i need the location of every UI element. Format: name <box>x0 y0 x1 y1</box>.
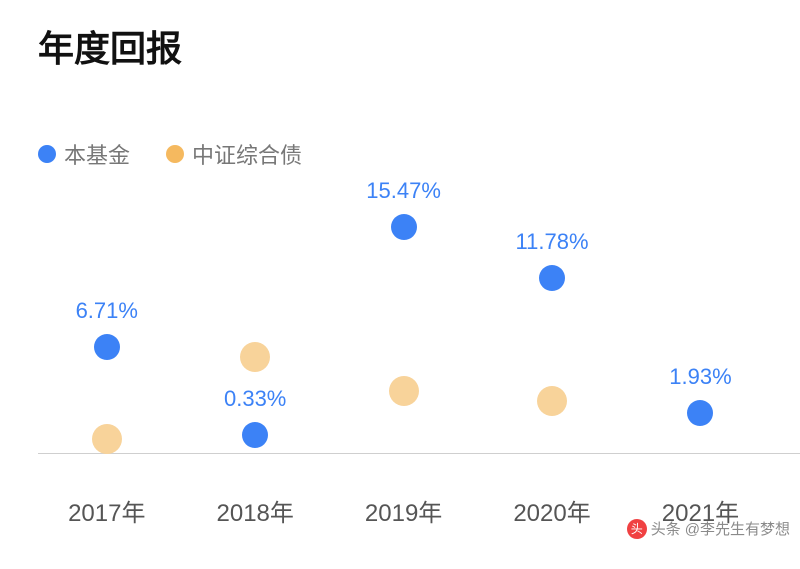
watermark-prefix: 头条 <box>651 518 681 539</box>
ref-point <box>92 424 122 454</box>
main-point <box>242 422 268 448</box>
value-label: 6.71% <box>76 298 138 324</box>
x-axis-label: 2018年 <box>216 493 293 528</box>
legend-item-main: 本基金 <box>38 138 130 170</box>
value-label: 0.33% <box>224 386 286 412</box>
main-point <box>539 265 565 291</box>
chart-baseline <box>38 453 800 454</box>
value-label: 11.78% <box>516 229 589 255</box>
ref-point <box>240 342 270 372</box>
main-point <box>94 334 120 360</box>
main-point <box>687 400 713 426</box>
watermark: 头 头条 @李先生有梦想 <box>627 518 790 539</box>
toutiao-logo-icon: 头 <box>627 519 647 539</box>
legend-item-ref: 中证综合债 <box>166 138 302 170</box>
ref-point <box>389 376 419 406</box>
legend-label-main: 本基金 <box>64 138 130 170</box>
legend: 本基金 中证综合债 <box>38 138 330 170</box>
x-axis-label: 2017年 <box>68 493 145 528</box>
ref-point <box>537 386 567 416</box>
chart-title: 年度回报 <box>38 20 182 72</box>
value-label: 1.93% <box>669 364 731 390</box>
legend-dot-ref <box>166 145 184 163</box>
scatter-chart: 6.71%2017年0.33%2018年15.47%2019年11.78%202… <box>38 220 762 460</box>
watermark-handle: @李先生有梦想 <box>685 518 790 539</box>
value-label: 15.47% <box>366 178 441 204</box>
main-point <box>391 214 417 240</box>
x-axis-label: 2020年 <box>513 493 590 528</box>
legend-dot-main <box>38 145 56 163</box>
x-axis-label: 2019年 <box>365 493 442 528</box>
legend-label-ref: 中证综合债 <box>192 138 302 170</box>
